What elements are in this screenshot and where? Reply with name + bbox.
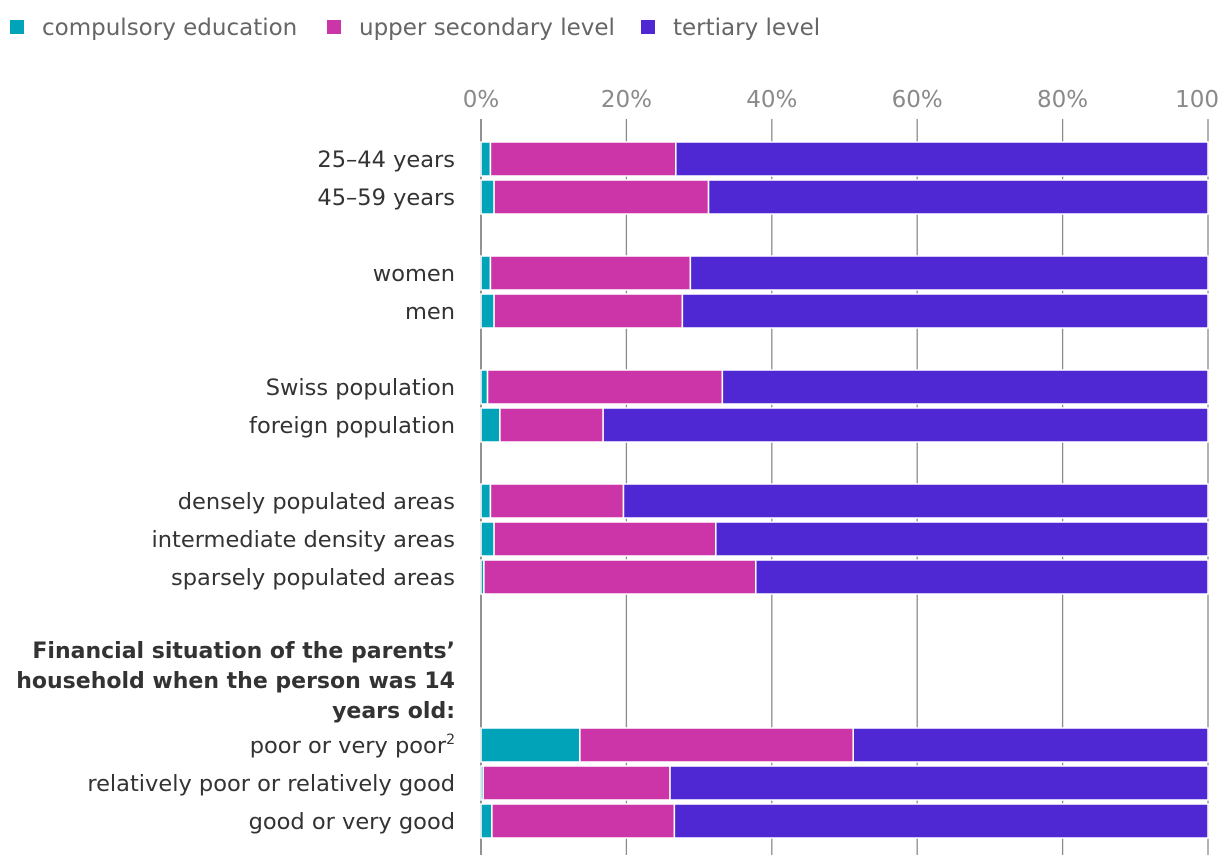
bar-segment-upper-secondary xyxy=(489,255,692,291)
bar-segment-upper-secondary xyxy=(489,141,677,177)
bar-segment-upper-secondary xyxy=(489,483,625,519)
category-label: women xyxy=(373,261,455,287)
legend-swatch-tertiary xyxy=(641,20,655,34)
legend-label-tertiary: tertiary level xyxy=(673,15,820,41)
legend-label-upper-secondary: upper secondary level xyxy=(359,15,615,41)
bar-segment-compulsory xyxy=(480,521,495,557)
bar-segment-compulsory xyxy=(480,293,495,329)
bar-segment-tertiary xyxy=(755,559,1209,595)
bar-segment-upper-secondary xyxy=(483,559,757,595)
x-axis-ticks: 0% 20% 40% 60% 80% 100% xyxy=(463,87,1220,113)
bar-segment-tertiary xyxy=(852,727,1209,763)
bar-segment-upper-secondary xyxy=(486,369,724,405)
bar-segment-compulsory xyxy=(480,369,489,405)
category-label: men xyxy=(405,299,455,325)
legend: compulsory education upper secondary lev… xyxy=(10,15,820,41)
x-tick-label: 80% xyxy=(1037,87,1088,113)
section-heading: Financial situation of the parents’ house… xyxy=(16,639,455,724)
bar-segment-compulsory xyxy=(480,727,581,763)
legend-swatch-compulsory xyxy=(10,20,24,34)
bar-segment-upper-secondary xyxy=(491,803,676,839)
x-tick-label: 100% xyxy=(1175,87,1220,113)
category-label: foreign population xyxy=(249,413,455,439)
category-label: Swiss population xyxy=(266,375,455,401)
bar-segment-tertiary xyxy=(707,179,1209,215)
bar-segment-compulsory xyxy=(480,141,492,177)
bar-segment-upper-secondary xyxy=(482,765,671,801)
category-label: densely populated areas xyxy=(178,489,455,515)
category-label: relatively poor or relatively good xyxy=(87,771,455,797)
bar-segment-tertiary xyxy=(721,369,1209,405)
bar-segment-upper-secondary xyxy=(493,293,684,329)
bar-segment-upper-secondary xyxy=(493,179,710,215)
bar-segment-compulsory xyxy=(480,483,492,519)
bar-segment-tertiary xyxy=(681,293,1209,329)
x-tick-label: 40% xyxy=(746,87,797,113)
category-label: 25–44 years xyxy=(317,147,455,173)
bars xyxy=(480,141,1209,839)
category-label: intermediate density areas xyxy=(152,527,455,553)
legend-swatch-upper-secondary xyxy=(327,20,341,34)
bar-segment-tertiary xyxy=(622,483,1209,519)
bar-segment-tertiary xyxy=(602,407,1209,443)
category-label: poor or very poor2 xyxy=(250,732,455,759)
bar-segment-compulsory xyxy=(480,255,492,291)
bar-segment-upper-secondary xyxy=(499,407,604,443)
bar-segment-upper-secondary xyxy=(579,727,854,763)
bar-segment-upper-secondary xyxy=(493,521,717,557)
bar-segment-tertiary xyxy=(669,765,1209,801)
x-tick-label: 60% xyxy=(892,87,943,113)
bar-segment-compulsory xyxy=(480,803,493,839)
bar-segment-tertiary xyxy=(673,803,1209,839)
category-label: good or very good xyxy=(249,809,455,835)
legend-label-compulsory: compulsory education xyxy=(42,15,297,41)
category-labels: 25–44 years 45–59 years women men Swiss popu… xyxy=(87,147,455,835)
x-tick-label: 20% xyxy=(601,87,652,113)
bar-segment-tertiary xyxy=(715,521,1209,557)
bar-segment-tertiary xyxy=(689,255,1209,291)
bar-segment-compulsory xyxy=(480,179,495,215)
category-label: sparsely populated areas xyxy=(171,565,455,591)
x-tick-label: 0% xyxy=(463,87,500,113)
category-label: 45–59 years xyxy=(317,185,455,211)
bar-segment-tertiary xyxy=(675,141,1209,177)
bar-segment-compulsory xyxy=(480,407,501,443)
